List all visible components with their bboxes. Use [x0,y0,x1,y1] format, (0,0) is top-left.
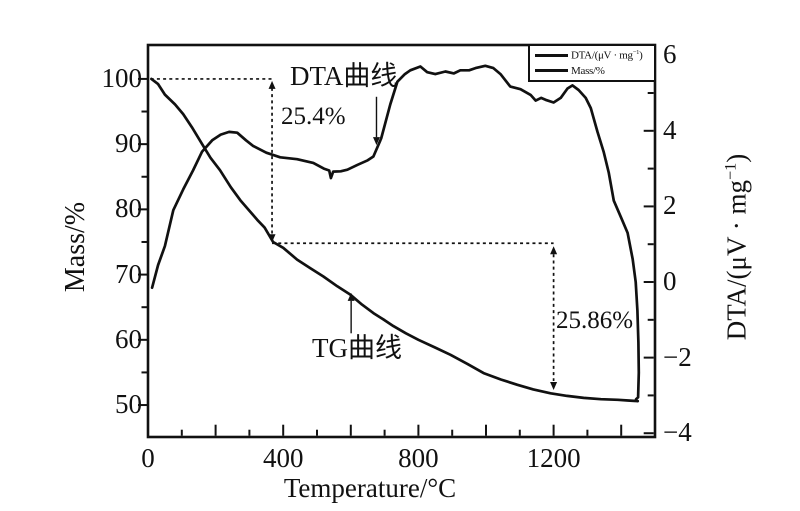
plot-frame [146,43,657,439]
right-tick-label: 6 [663,39,677,70]
tg-curve [150,77,640,403]
right-axis-title: DTA/(μV · mg−1) [722,154,753,341]
mass-line-swatch [535,69,568,72]
dta-line-swatch [535,54,568,57]
right-tick-label: −4 [663,417,692,448]
legend-item-dta-label: DTA/(μV · mg−1) [571,49,643,62]
x-tick-label: 400 [262,443,304,473]
x-tick-label: 1200 [526,443,581,473]
left-tick-label: 100 [101,62,143,93]
left-tick-label: 50 [115,389,142,420]
right-tick-label: −2 [663,341,692,372]
loss2-arrow-down-head [550,382,558,391]
legend-dta-text: DTA/(μV · mg [571,49,633,62]
legend-item-mass: Mass/% [535,63,652,78]
right-axis-title-suffix: ) [721,153,752,163]
mass-loss-1-label: 25.4% [281,103,346,130]
left-tick-label: 80 [115,193,142,224]
dta-curve [150,64,641,401]
right-tick-label: 4 [663,114,677,145]
right-tick-label: 2 [663,190,677,221]
loss2-arrow-up-head [550,246,558,255]
left-tick-label: 90 [115,128,142,159]
loss1-arrow-up-head [268,80,276,89]
legend-item-mass-label: Mass/% [571,64,605,77]
left-axis-title: Mass/% [60,201,91,293]
dta-curve-label: DTA曲线 [290,61,398,91]
legend-item-dta: DTA/(μV · mg−1) [535,48,652,63]
mass-loss-2-label: 25.86% [556,307,634,334]
dta-pointer-head [372,137,380,146]
right-tick-label: 0 [663,266,677,296]
right-axis-title-superscript: −1 [721,162,740,180]
legend: DTA/(μV · mg−1) Mass/% [528,44,656,82]
x-axis-title: Temperature/°C [283,473,457,503]
x-tick-label: 800 [398,443,439,473]
legend-dta-suffix: ) [639,49,643,62]
x-tick-label: 0 [141,443,155,473]
legend-dta-superscript: −1 [632,49,640,57]
tg-curve-label: TG曲线 [312,333,402,363]
right-axis-title-text: DTA/(μV · mg [721,179,752,341]
left-tick-label: 60 [115,323,142,354]
left-tick-label: 70 [115,258,142,289]
